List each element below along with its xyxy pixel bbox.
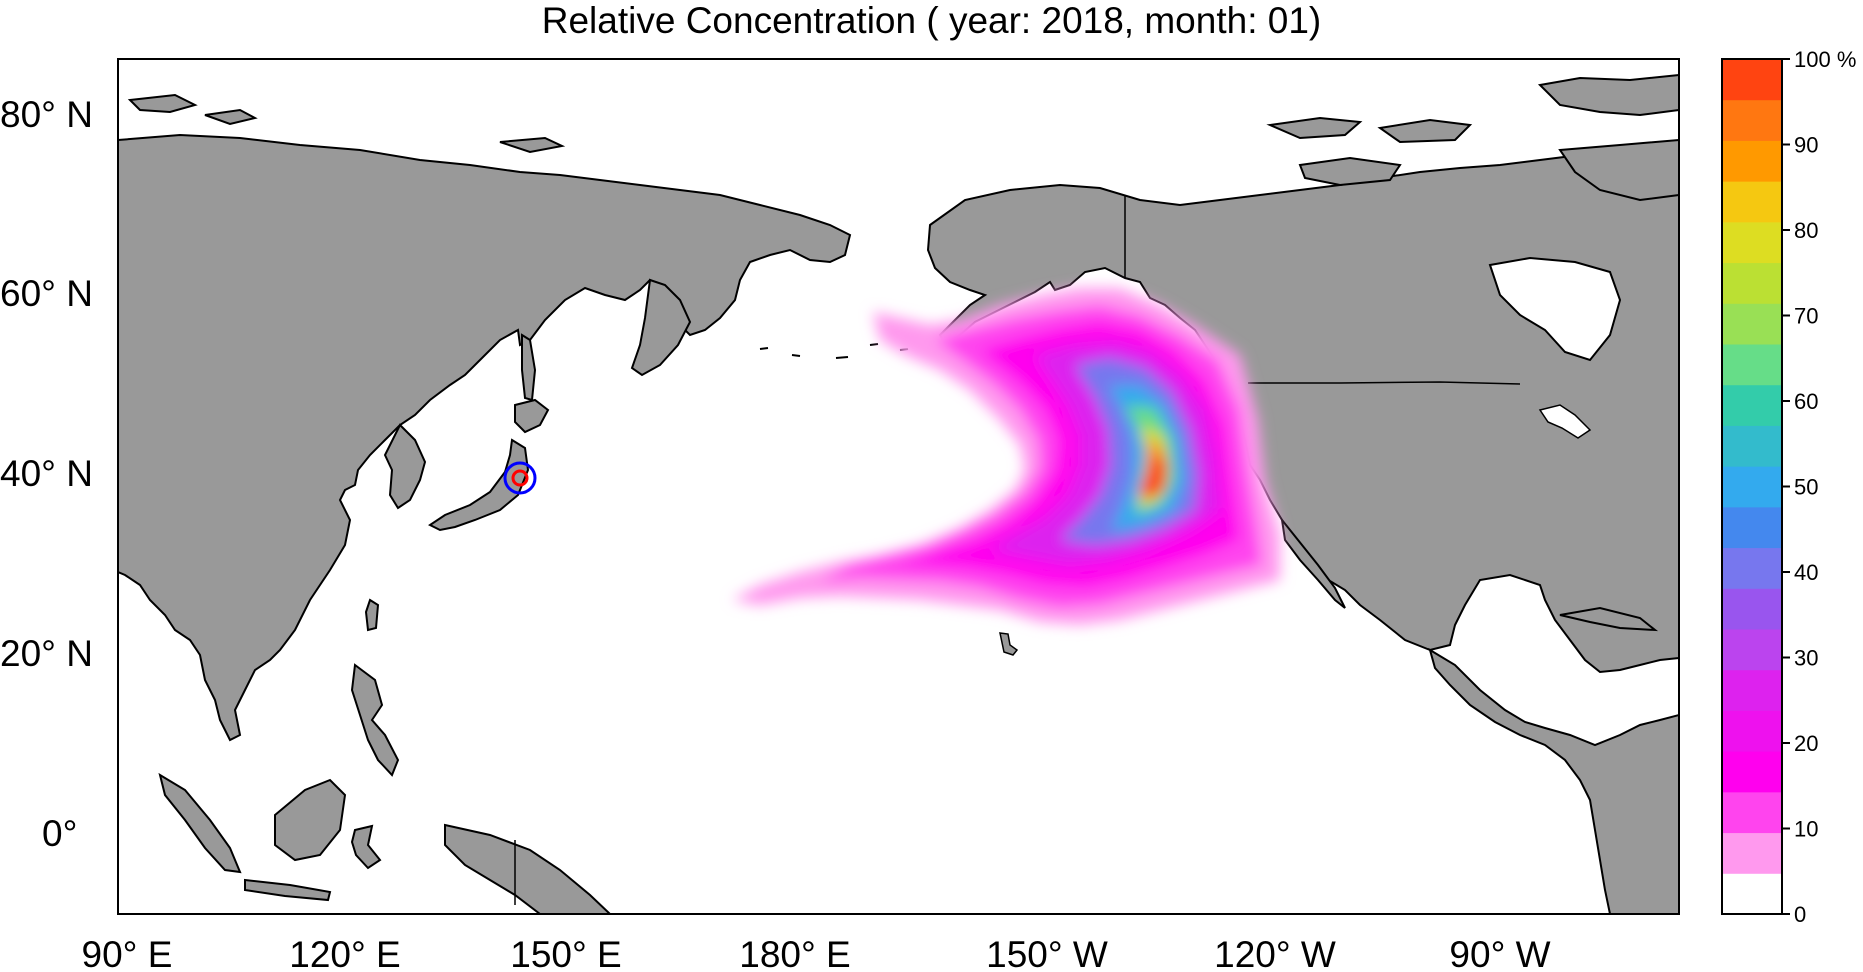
hudson-bay	[1488, 256, 1622, 362]
novosibirsk-island	[204, 108, 258, 126]
sumatra	[158, 772, 242, 874]
colorbar-band	[1722, 832, 1782, 874]
colorbar-band	[1722, 791, 1782, 834]
latitude-axis: 80° N 60° N 40° N 20° N 0°	[0, 94, 93, 854]
kamchatka	[630, 278, 692, 377]
colorbar-band	[1722, 303, 1782, 345]
lon-label-120e: 120° E	[289, 934, 401, 972]
great-lakes	[1538, 404, 1592, 439]
source-marker-outer-ring	[503, 461, 537, 495]
map-frame	[117, 58, 1680, 915]
colorbar-band	[1722, 99, 1782, 141]
concentration-plume	[732, 288, 1280, 625]
map-title: Relative Concentration ( year: 2018, mon…	[541, 0, 1322, 41]
colorbar-tick-label: 80	[1794, 218, 1818, 243]
arctic-island-2	[1266, 116, 1363, 140]
central-america	[1428, 647, 1679, 914]
colorbar-band	[1722, 140, 1782, 182]
colorbar-tick-label: 70	[1794, 304, 1818, 329]
colorbar-tick-label: 40	[1794, 560, 1818, 585]
baffin-island	[1558, 138, 1679, 202]
colorbar-band	[1722, 588, 1782, 630]
colorbar-band	[1722, 506, 1782, 549]
colorbar-tick-label: 60	[1794, 389, 1818, 414]
arctic-island-3	[1377, 118, 1473, 144]
colorbar-tick-label: 10	[1794, 817, 1818, 842]
lon-label-90e: 90° E	[82, 934, 173, 972]
taiwan	[364, 598, 380, 632]
sulawesi	[350, 824, 382, 870]
colorbar-band	[1722, 547, 1782, 589]
baja-california	[1280, 516, 1346, 609]
lat-label-0: 0°	[42, 813, 77, 854]
lat-label-20n: 20° N	[0, 633, 93, 674]
hokkaido	[514, 398, 550, 434]
lon-label-120w: 120° W	[1214, 934, 1336, 972]
colorbar-tick-label: 30	[1794, 646, 1818, 671]
borneo	[274, 778, 347, 862]
colorbar-band	[1722, 181, 1782, 223]
cuba	[1559, 606, 1659, 632]
severnaya-island	[127, 93, 198, 114]
lat-label-80n: 80° N	[0, 94, 93, 135]
colorbar-band	[1722, 873, 1782, 915]
colorbar-tick-label: 100 %	[1794, 47, 1856, 72]
colorbar-band	[1722, 344, 1782, 386]
map-area	[118, 59, 1679, 914]
colorbar-band	[1722, 751, 1782, 793]
lat-label-40n: 40° N	[0, 453, 93, 494]
hawaii	[999, 632, 1019, 656]
korea	[383, 423, 427, 510]
lon-label-150e: 150° E	[510, 934, 622, 972]
aleutian-islands	[759, 343, 909, 359]
colorbar-tick-label: 0	[1794, 902, 1806, 927]
colorbar-tick-label: 20	[1794, 731, 1818, 756]
border-line	[1248, 381, 1521, 385]
source-marker-inner-ring	[511, 469, 529, 487]
colorbar-band	[1722, 629, 1782, 671]
lon-label-90w: 90° W	[1449, 934, 1550, 972]
longitude-axis: 90° E 120° E 150° E 180° E 150° W 120° W…	[82, 934, 1551, 972]
colorbar-band	[1722, 262, 1782, 304]
lon-label-180e: 180° E	[739, 934, 851, 972]
victoria-island	[1298, 156, 1402, 187]
wrangel-island	[499, 136, 566, 154]
arctic-island-1	[1537, 73, 1679, 117]
new-guinea	[444, 823, 612, 914]
colorbar-band	[1722, 425, 1782, 467]
philippines	[350, 663, 400, 777]
colorbar-band	[1722, 221, 1782, 264]
java	[244, 878, 332, 902]
colorbar-band	[1722, 59, 1782, 101]
colorbar-band	[1722, 384, 1782, 426]
colorbar-band	[1722, 710, 1782, 752]
colorbar-tick-label: 50	[1794, 475, 1818, 500]
colorbar-tick-label: 90	[1794, 133, 1818, 158]
colorbar-labels: 100 % 90 80 70 60 50 40 30 20 10 0	[1794, 47, 1856, 927]
lon-label-150w: 150° W	[986, 934, 1108, 972]
lat-label-60n: 60° N	[0, 273, 93, 314]
colorbar-band	[1722, 669, 1782, 711]
colorbar-band	[1722, 466, 1782, 508]
colorbar	[1721, 58, 1790, 915]
